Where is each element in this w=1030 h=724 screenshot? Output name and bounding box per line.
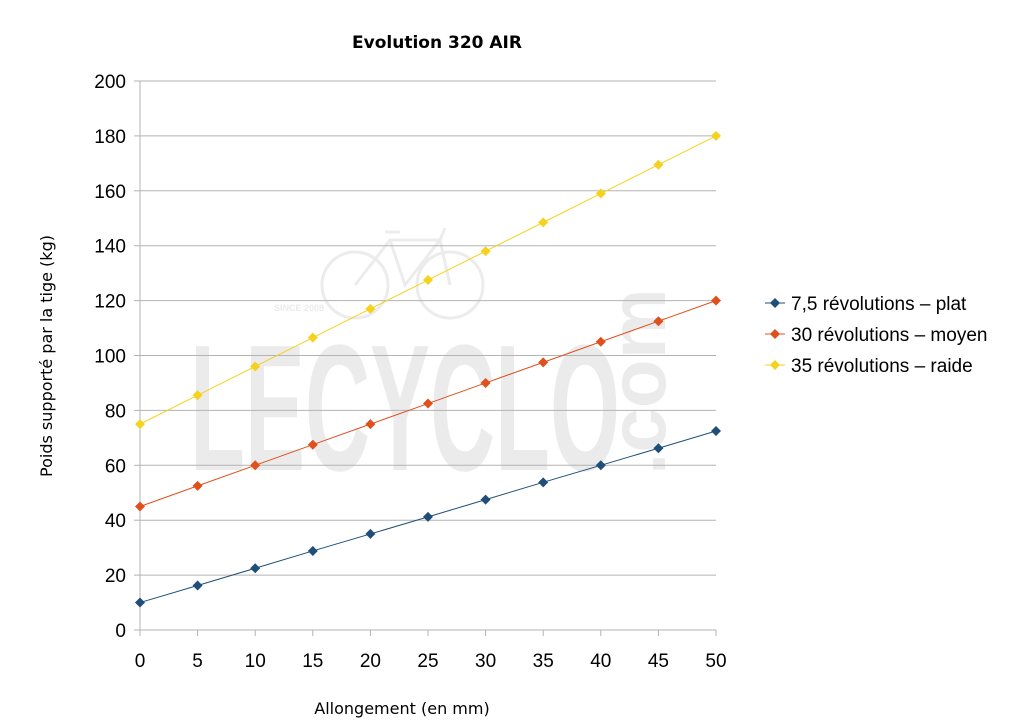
- x-tick-label: 30: [475, 651, 496, 672]
- legend-item: 30 révolutions – moyen: [765, 325, 987, 346]
- x-tick-label: 40: [590, 651, 611, 672]
- series-layer: [135, 130, 721, 608]
- data-point: [135, 597, 145, 608]
- data-point: [192, 480, 203, 491]
- watermark-suffix: .com: [593, 288, 682, 475]
- axes: 0 20 40 60 80 100 120 140 160 180 200 0 5 10 15 20 25 30 3…: [94, 72, 726, 672]
- chart-title: Evolution 320 AIR: [352, 33, 522, 53]
- y-tick-label: 80: [105, 401, 126, 422]
- x-tick-label: 20: [360, 651, 381, 672]
- y-tick-label: 200: [94, 72, 126, 93]
- data-point: [711, 425, 721, 436]
- grid: [140, 80, 716, 576]
- data-point: [538, 357, 549, 368]
- x-tick-label: 5: [192, 651, 203, 672]
- y-tick-label: 180: [94, 127, 126, 148]
- legend-label: 7,5 révolutions – plat: [791, 294, 967, 315]
- data-point: [423, 511, 433, 522]
- data-point: [192, 390, 203, 401]
- data-point: [307, 332, 318, 343]
- data-point: [480, 494, 491, 505]
- data-point: [307, 439, 318, 450]
- data-point: [653, 316, 664, 327]
- series-1: [135, 425, 721, 608]
- data-point: [250, 460, 261, 471]
- x-tick-label: 50: [705, 651, 726, 672]
- y-axis-title: Poids supporté par la tige (kg): [37, 235, 56, 477]
- y-tick-label: 40: [105, 511, 126, 532]
- data-point: [595, 188, 606, 199]
- data-point: [250, 563, 261, 574]
- data-point: [250, 361, 261, 372]
- y-tick-label: 160: [94, 182, 126, 203]
- data-point: [711, 130, 721, 141]
- series-2: [135, 295, 721, 512]
- y-tick-label: 100: [94, 347, 126, 368]
- data-point: [192, 580, 203, 591]
- legend-label: 30 révolutions – moyen: [791, 325, 987, 346]
- data-point: [480, 246, 491, 257]
- data-point: [135, 501, 145, 512]
- data-point: [365, 303, 376, 314]
- data-point: [595, 336, 606, 347]
- data-point: [595, 460, 606, 471]
- x-tick-label: 35: [533, 651, 554, 672]
- data-point: [365, 419, 376, 430]
- y-tick-label: 20: [105, 566, 126, 587]
- data-point: [307, 545, 318, 556]
- data-point: [711, 295, 721, 306]
- legend: 7,5 révolutions – plat 30 révolutions – m…: [765, 294, 987, 377]
- data-point: [423, 275, 433, 286]
- y-tick-label: 140: [94, 237, 126, 258]
- x-tick-label: 15: [302, 651, 323, 672]
- legend-item: 35 révolutions – raide: [765, 356, 973, 377]
- watermark: SINCE 2008 LECYCLO .com: [190, 227, 682, 509]
- legend-label: 35 révolutions – raide: [791, 356, 973, 377]
- data-point: [653, 443, 664, 454]
- data-point: [365, 528, 376, 539]
- data-point: [653, 159, 664, 170]
- x-tick-label: 25: [417, 651, 438, 672]
- watermark-brand: LECYCLO: [190, 308, 620, 509]
- y-tick-label: 0: [115, 621, 126, 642]
- watermark-tagline: SINCE 2008: [274, 303, 324, 313]
- x-tick-label: 0: [135, 651, 146, 672]
- y-tick-label: 60: [105, 456, 126, 477]
- data-point: [538, 477, 549, 488]
- x-tick-label: 10: [245, 651, 266, 672]
- data-point: [135, 419, 145, 430]
- x-tick-label: 45: [648, 651, 669, 672]
- bicycle-icon: [320, 227, 485, 320]
- data-point: [480, 377, 491, 388]
- data-point: [423, 398, 433, 409]
- legend-marker: [770, 329, 780, 339]
- legend-item: 7,5 révolutions – plat: [765, 294, 967, 315]
- legend-marker: [770, 360, 780, 370]
- data-point: [538, 217, 549, 228]
- y-tick-label: 120: [94, 292, 126, 313]
- series-3: [135, 130, 721, 430]
- legend-marker: [770, 298, 780, 308]
- x-axis-title: Allongement (en mm): [314, 699, 489, 718]
